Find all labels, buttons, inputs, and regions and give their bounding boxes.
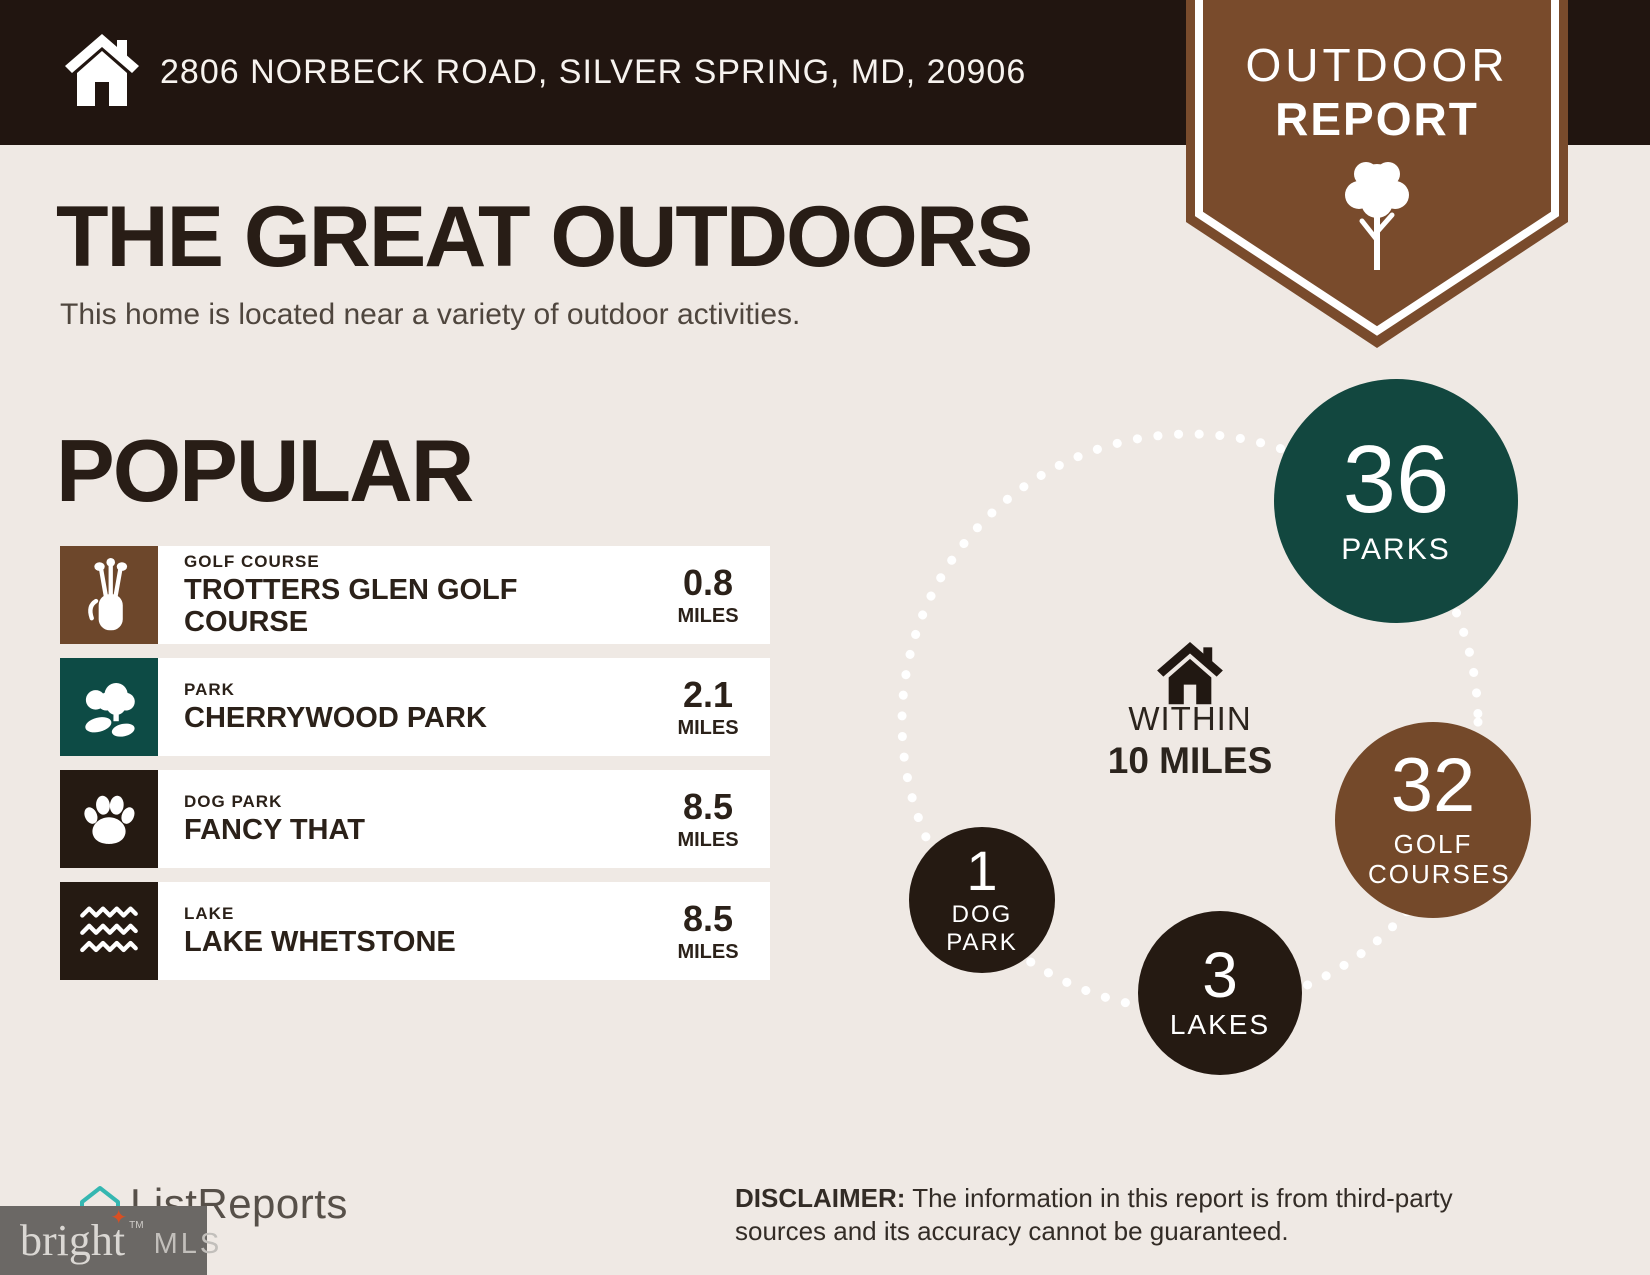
item-name: CHERRYWOOD PARK	[184, 701, 487, 734]
stat-circle-golf-courses: 32 GOLF COURSES	[1335, 722, 1531, 918]
page-title: THE GREAT OUTDOORS	[56, 189, 1033, 285]
stat-value: 1	[966, 838, 998, 902]
dog-park-tile	[60, 770, 158, 868]
item-info: LAKE LAKE WHETSTONE	[184, 904, 456, 958]
list-item-lake: LAKE LAKE WHETSTONE 8.5 MILES	[60, 882, 770, 980]
list-card: LAKE LAKE WHETSTONE 8.5 MILES	[158, 882, 770, 980]
bright-mls-logo: bright ✦ TM MLS	[0, 1206, 219, 1275]
item-info: GOLF COURSE TROTTERS GLEN GOLF COURSE	[184, 552, 604, 638]
home-icon	[65, 34, 139, 106]
park-trees-icon	[85, 683, 135, 737]
bright-wordmark: bright ✦	[20, 1207, 128, 1265]
item-info: PARK CHERRYWOOD PARK	[184, 680, 487, 734]
item-name: LAKE WHETSTONE	[184, 925, 456, 958]
badge-title-line1: OUTDOOR	[1245, 39, 1509, 91]
trademark-symbol: TM	[129, 1220, 144, 1231]
center-label: WITHIN 10 MILES	[1107, 700, 1273, 781]
item-distance: 2.1 MILES	[677, 674, 739, 739]
list-card: GOLF COURSE TROTTERS GLEN GOLF COURSE 0.…	[158, 546, 770, 644]
waves-icon	[80, 906, 138, 953]
stat-label: PARKS	[1341, 533, 1451, 567]
badge-title-line2: REPORT	[1275, 93, 1479, 145]
item-category: PARK	[184, 679, 235, 699]
golf-bag-icon	[88, 557, 128, 631]
center-home-icon	[1157, 642, 1223, 705]
item-category: DOG PARK	[184, 791, 283, 811]
popular-list: GOLF COURSE TROTTERS GLEN GOLF COURSE 0.…	[60, 546, 770, 994]
stat-circle-dog-park: 1 DOG PARK	[909, 827, 1055, 973]
list-card: DOG PARK FANCY THAT 8.5 MILES	[158, 770, 770, 868]
item-distance: 0.8 MILES	[677, 562, 739, 627]
item-category: LAKE	[184, 903, 235, 923]
popular-heading: POPULAR	[56, 421, 474, 520]
golf-tile	[60, 546, 158, 644]
item-category: GOLF COURSE	[184, 552, 320, 572]
paw-icon	[84, 795, 135, 844]
stat-value: 36	[1342, 426, 1450, 534]
outdoor-report-badge: OUTDOOR REPORT	[1186, 0, 1568, 362]
list-item-dog-park: DOG PARK FANCY THAT 8.5 MILES	[60, 770, 770, 868]
item-name: FANCY THAT	[184, 813, 365, 846]
mls-wordmark: MLS	[153, 1228, 223, 1260]
stat-circle-lakes: 3 LAKES	[1138, 911, 1302, 1075]
page-subtitle: This home is located near a variety of o…	[60, 298, 801, 331]
stat-label: GOLF COURSES	[1368, 829, 1511, 890]
list-item-park: PARK CHERRYWOOD PARK 2.1 MILES	[60, 658, 770, 756]
stat-circle-parks: 36 PARKS	[1274, 379, 1518, 623]
property-address: 2806 NORBECK ROAD, SILVER SPRING, MD, 20…	[160, 53, 1027, 91]
disclaimer-label: DISCLAIMER:	[735, 1183, 906, 1213]
lake-tile	[60, 882, 158, 980]
star-icon: ✦	[110, 1207, 128, 1229]
item-info: DOG PARK FANCY THAT	[184, 792, 365, 846]
disclaimer: DISCLAIMER: The information in this repo…	[735, 1182, 1535, 1247]
list-item-golf-course: GOLF COURSE TROTTERS GLEN GOLF COURSE 0.…	[60, 546, 770, 644]
disclaimer-text: The information in this report is from t…	[735, 1183, 1453, 1246]
park-tile	[60, 658, 158, 756]
stat-label: DOG PARK	[946, 901, 1018, 956]
stat-value: 3	[1202, 938, 1238, 1011]
item-distance: 8.5 MILES	[677, 898, 739, 963]
item-distance: 8.5 MILES	[677, 786, 739, 851]
item-name: TROTTERS GLEN GOLF COURSE	[184, 574, 518, 638]
list-card: PARK CHERRYWOOD PARK 2.1 MILES	[158, 658, 770, 756]
tree-icon	[1345, 162, 1409, 270]
stat-value: 32	[1390, 743, 1476, 829]
stat-label: LAKES	[1169, 1009, 1271, 1041]
